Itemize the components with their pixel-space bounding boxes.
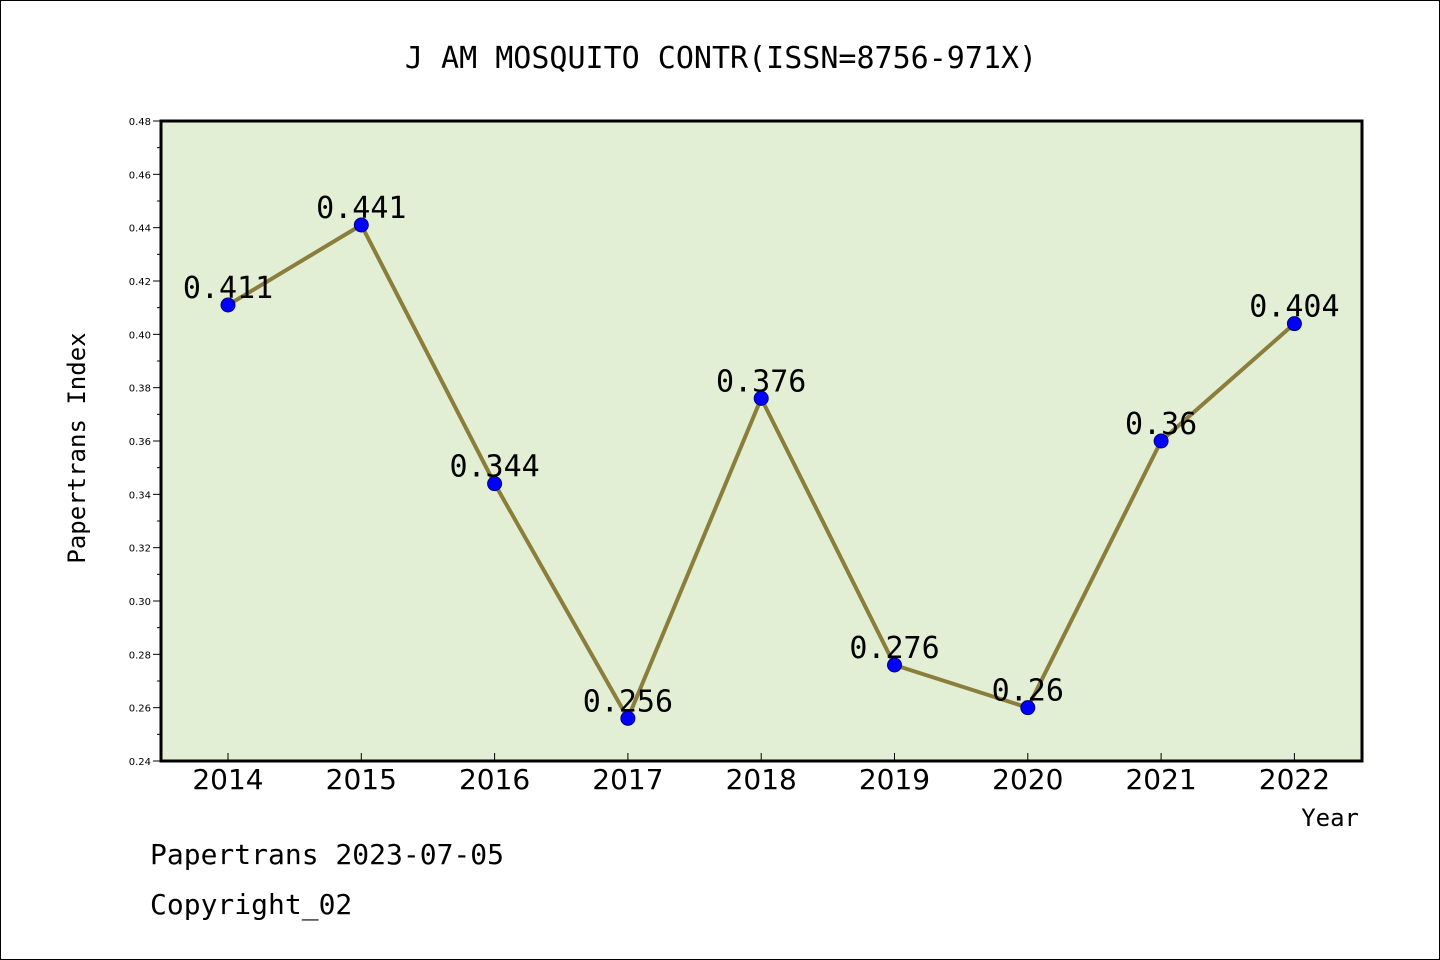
y-tick-label: 0.42 bbox=[129, 277, 151, 288]
y-tick-label: 0.44 bbox=[129, 224, 151, 235]
data-label: 0.441 bbox=[316, 191, 406, 226]
data-point bbox=[487, 476, 503, 492]
data-point bbox=[1153, 433, 1169, 449]
data-point bbox=[353, 217, 369, 233]
data-label: 0.276 bbox=[849, 631, 939, 666]
y-tick-label: 0.34 bbox=[129, 490, 151, 501]
data-label: 0.404 bbox=[1249, 290, 1339, 325]
plot-frame bbox=[159, 119, 1364, 763]
x-tick-label: 2014 bbox=[192, 763, 263, 796]
x-tick-label: 2016 bbox=[459, 763, 530, 796]
y-tick-label: 0.28 bbox=[129, 650, 151, 661]
data-label: 0.344 bbox=[449, 450, 539, 485]
data-point bbox=[887, 657, 902, 673]
y-tick-label: 0.38 bbox=[129, 384, 151, 395]
footer-date: Papertrans 2023-07-05 bbox=[150, 838, 504, 871]
data-label: 0.256 bbox=[583, 684, 673, 719]
chart-title: J AM MOSQUITO CONTR(ISSN=8756-971X) bbox=[405, 41, 1037, 76]
y-tick-label: 0.32 bbox=[129, 544, 151, 555]
data-label: 0.36 bbox=[1125, 407, 1197, 442]
data-point bbox=[753, 390, 769, 406]
y-tick-label: 0.46 bbox=[129, 170, 151, 181]
x-axis-ticks: 2014 2015 2016 2017 2018 2019 2020 2021 2022 bbox=[192, 753, 1330, 796]
data-label: 0.411 bbox=[183, 271, 273, 306]
x-tick-label: 2018 bbox=[726, 763, 797, 796]
y-tick-label: 0.24 bbox=[129, 757, 151, 768]
y-tick-label: 0.26 bbox=[129, 704, 151, 715]
footer-copyright: Copyright_02 bbox=[150, 888, 352, 922]
y-axis-label: Papertrans Index bbox=[63, 332, 91, 563]
data-point bbox=[1020, 700, 1036, 716]
data-points bbox=[220, 217, 1302, 726]
y-tick-label: 0.30 bbox=[129, 597, 151, 608]
x-tick-label: 2021 bbox=[1125, 763, 1196, 796]
data-point bbox=[620, 710, 636, 726]
y-tick-label: 0.48 bbox=[129, 117, 151, 128]
data-point bbox=[1286, 316, 1302, 332]
data-label: 0.26 bbox=[992, 674, 1064, 709]
data-label: 0.376 bbox=[716, 364, 806, 399]
data-labels: 0.411 0.441 0.344 0.256 0.376 0.276 0.26 0.36 0.… bbox=[183, 191, 1340, 719]
x-tick-label: 2020 bbox=[992, 763, 1063, 796]
x-tick-label: 2019 bbox=[859, 763, 930, 796]
x-tick-label: 2022 bbox=[1259, 763, 1330, 796]
y-tick-label: 0.36 bbox=[129, 437, 151, 448]
x-tick-label: 2015 bbox=[326, 763, 397, 796]
y-axis-ticks: 0.24 0.26 0.28 0.30 0.32 0.34 0.36 0.38 0.40 0.42… bbox=[129, 117, 161, 768]
y-tick-label: 0.40 bbox=[129, 330, 151, 341]
x-axis-label: Year bbox=[1301, 804, 1359, 832]
data-point bbox=[220, 297, 236, 313]
x-tick-label: 2017 bbox=[592, 763, 663, 796]
